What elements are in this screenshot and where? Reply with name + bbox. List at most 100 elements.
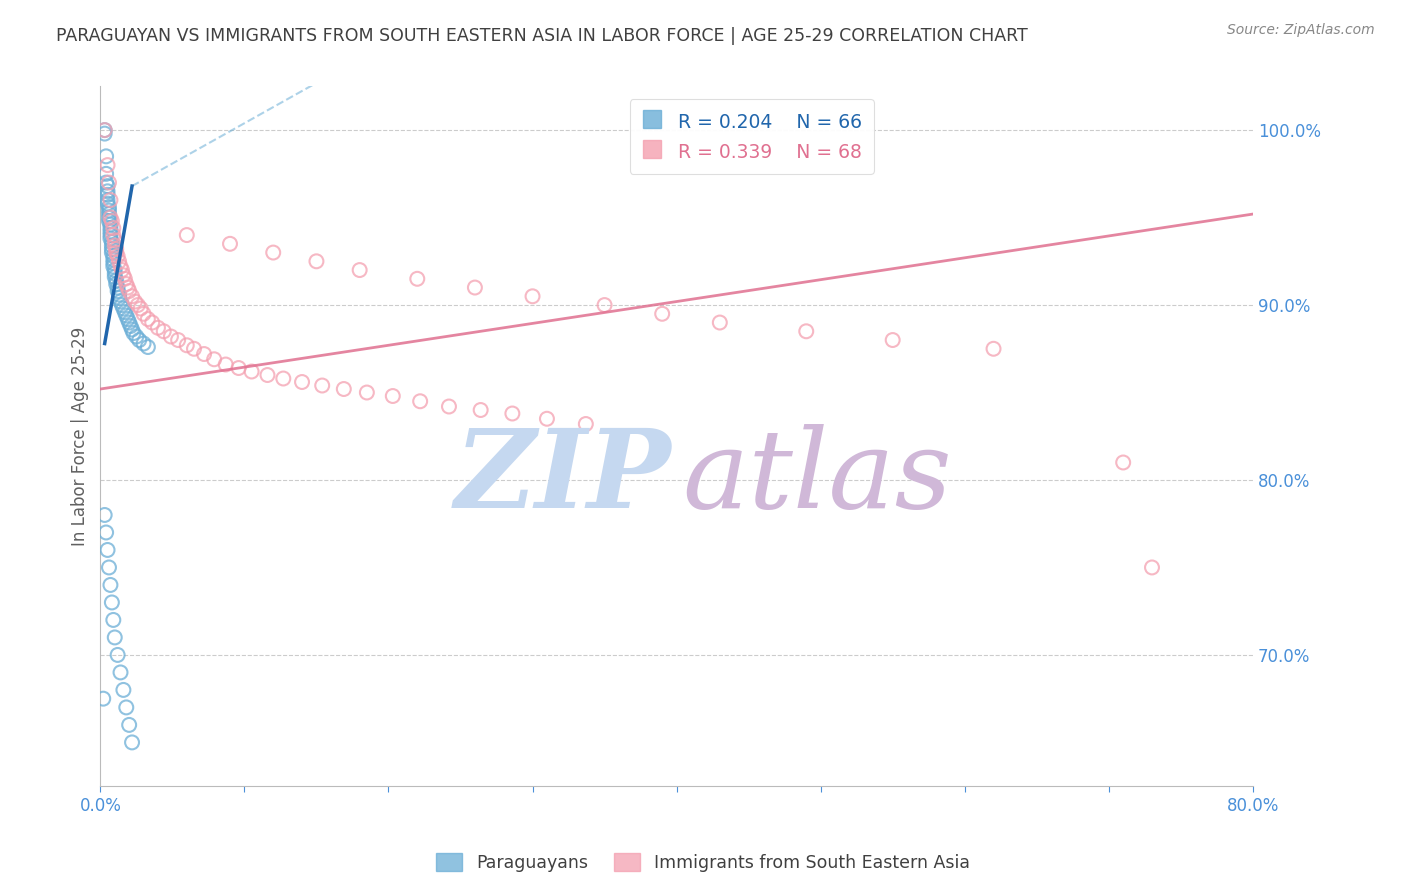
Point bbox=[101, 595, 124, 609]
Point bbox=[575, 417, 598, 431]
Point bbox=[381, 389, 404, 403]
Point bbox=[104, 267, 127, 281]
Point bbox=[501, 407, 523, 421]
Point bbox=[228, 361, 250, 376]
Point bbox=[103, 613, 125, 627]
Point bbox=[100, 578, 122, 592]
Point bbox=[105, 242, 128, 256]
Point bbox=[103, 260, 125, 274]
Point bbox=[98, 203, 121, 218]
Point bbox=[105, 277, 128, 291]
Point bbox=[94, 149, 117, 163]
Point bbox=[104, 233, 127, 247]
Y-axis label: In Labor Force | Age 25-29: In Labor Force | Age 25-29 bbox=[72, 326, 89, 546]
Point bbox=[104, 631, 127, 645]
Point bbox=[107, 284, 129, 298]
Point bbox=[93, 123, 115, 137]
Point bbox=[136, 312, 159, 326]
Point bbox=[111, 298, 134, 312]
Point bbox=[128, 333, 150, 347]
Text: atlas: atlas bbox=[682, 425, 952, 532]
Point bbox=[98, 200, 121, 214]
Point bbox=[522, 289, 544, 303]
Point bbox=[101, 235, 124, 249]
Point bbox=[103, 252, 125, 267]
Point bbox=[794, 324, 817, 338]
Point bbox=[709, 316, 731, 330]
Point bbox=[1140, 560, 1163, 574]
Point bbox=[103, 228, 125, 243]
Point bbox=[219, 236, 242, 251]
Point bbox=[120, 319, 142, 334]
Point bbox=[98, 560, 121, 574]
Point bbox=[291, 375, 314, 389]
Point bbox=[110, 260, 132, 274]
Point bbox=[100, 225, 122, 239]
Point bbox=[122, 326, 145, 340]
Point bbox=[112, 301, 135, 316]
Point bbox=[101, 242, 124, 256]
Point bbox=[114, 272, 136, 286]
Point bbox=[100, 211, 122, 225]
Point bbox=[121, 735, 143, 749]
Point bbox=[96, 187, 118, 202]
Point bbox=[96, 179, 118, 194]
Point bbox=[132, 307, 155, 321]
Point bbox=[100, 231, 122, 245]
Point bbox=[536, 411, 558, 425]
Point bbox=[98, 214, 121, 228]
Point bbox=[129, 301, 152, 316]
Point bbox=[125, 329, 148, 343]
Point bbox=[470, 403, 492, 417]
Text: PARAGUAYAN VS IMMIGRANTS FROM SOUTH EASTERN ASIA IN LABOR FORCE | AGE 25-29 CORR: PARAGUAYAN VS IMMIGRANTS FROM SOUTH EAST… bbox=[56, 27, 1028, 45]
Point bbox=[121, 289, 143, 303]
Point bbox=[94, 176, 117, 190]
Point bbox=[118, 718, 141, 732]
Point bbox=[94, 525, 117, 540]
Point bbox=[152, 324, 174, 338]
Point bbox=[176, 228, 198, 243]
Point bbox=[983, 342, 1005, 356]
Point bbox=[136, 340, 159, 354]
Point bbox=[409, 394, 432, 409]
Point bbox=[91, 691, 114, 706]
Point bbox=[115, 309, 138, 323]
Point bbox=[141, 316, 163, 330]
Point bbox=[118, 284, 141, 298]
Legend: Paraguayans, Immigrants from South Eastern Asia: Paraguayans, Immigrants from South Easte… bbox=[429, 847, 977, 879]
Point bbox=[118, 316, 141, 330]
Point bbox=[240, 365, 263, 379]
Point bbox=[98, 207, 121, 221]
Point bbox=[593, 298, 616, 312]
Point bbox=[406, 272, 429, 286]
Point bbox=[104, 263, 127, 277]
Point bbox=[108, 254, 131, 268]
Point bbox=[101, 214, 124, 228]
Point bbox=[305, 254, 328, 268]
Point bbox=[112, 268, 135, 283]
Text: ZIP: ZIP bbox=[454, 425, 671, 532]
Point bbox=[437, 400, 460, 414]
Point bbox=[132, 336, 155, 351]
Point bbox=[193, 347, 215, 361]
Point bbox=[356, 385, 378, 400]
Point bbox=[105, 274, 128, 288]
Point bbox=[202, 352, 225, 367]
Point bbox=[107, 648, 129, 662]
Point bbox=[333, 382, 356, 396]
Point bbox=[349, 263, 371, 277]
Point bbox=[117, 280, 139, 294]
Point bbox=[115, 700, 138, 714]
Point bbox=[98, 176, 121, 190]
Point bbox=[114, 305, 136, 319]
Legend: R = 0.204    N = 66, R = 0.339    N = 68: R = 0.204 N = 66, R = 0.339 N = 68 bbox=[630, 99, 873, 174]
Point bbox=[651, 307, 673, 321]
Point bbox=[1112, 455, 1135, 469]
Point bbox=[93, 508, 115, 522]
Point bbox=[96, 193, 118, 207]
Point bbox=[94, 167, 117, 181]
Point bbox=[93, 123, 115, 137]
Point bbox=[100, 228, 122, 243]
Point bbox=[104, 270, 127, 285]
Point bbox=[115, 277, 138, 291]
